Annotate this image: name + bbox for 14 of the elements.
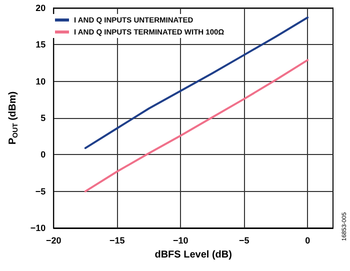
y-tick-label: 10 bbox=[36, 76, 46, 86]
y-tick-label: 0 bbox=[40, 150, 46, 160]
y-tick-label: −10 bbox=[30, 223, 46, 233]
x-axis-title: dBFS Level (dB) bbox=[154, 250, 232, 260]
x-tick-label: −15 bbox=[110, 236, 125, 246]
y-tick-label: 15 bbox=[36, 40, 46, 50]
y-tick-label: −5 bbox=[35, 186, 46, 196]
y-tick-label: 20 bbox=[36, 3, 46, 13]
x-tick-label: −10 bbox=[172, 236, 188, 246]
y-tick-label: 5 bbox=[40, 113, 46, 123]
x-tick-label: −20 bbox=[46, 236, 62, 246]
line-series bbox=[84, 59, 309, 192]
x-tick-label: −5 bbox=[238, 236, 250, 246]
x-tick-label: 0 bbox=[305, 236, 310, 246]
